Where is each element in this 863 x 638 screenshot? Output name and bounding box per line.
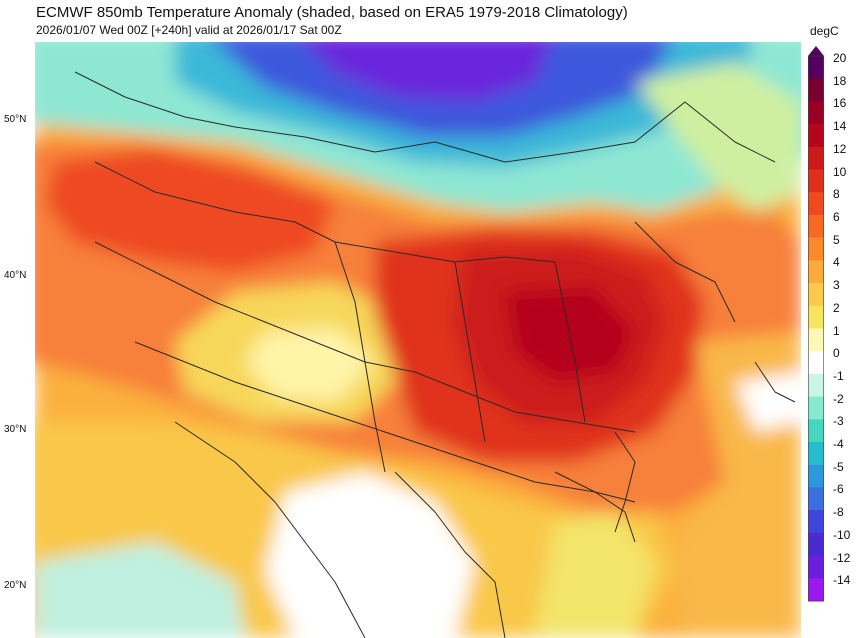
colorbar-tick-label: -3 [833, 414, 844, 429]
colorbar-swatch [808, 169, 824, 193]
colorbar-tick-label: 1 [833, 323, 840, 338]
colorbar-swatch [808, 396, 824, 420]
colorbar-tick-label: 10 [833, 164, 847, 179]
colorbar-tick-label: 12 [833, 141, 847, 156]
colorbar-swatch [808, 78, 824, 102]
colorbar-swatch [808, 555, 824, 579]
colorbar-swatch [808, 419, 824, 443]
colorbar-swatch [808, 283, 824, 307]
lat-label-20n: 20°N [4, 580, 27, 591]
colorbar-tick-label: 8 [833, 187, 840, 202]
colorbar-swatch [808, 56, 824, 80]
colorbar-swatch [808, 532, 824, 557]
colorbar-tick-label: 3 [833, 278, 840, 293]
colorbar-tick-label: 18 [833, 73, 847, 88]
colorbar-swatch [808, 464, 824, 488]
colorbar-swatch [808, 373, 824, 398]
map-title: ECMWF 850mb Temperature Anomaly (shaded,… [36, 4, 628, 21]
colorbar-svg [808, 46, 824, 602]
colorbar-tick-label: 20 [833, 51, 847, 65]
colorbar-tick-label: -4 [833, 437, 844, 452]
colorbar-tick-label: 6 [833, 209, 840, 224]
colorbar-swatch [808, 260, 824, 284]
colorbar-tick-label: -6 [833, 482, 844, 497]
map-subtitle: 2026/01/07 Wed 00Z [+240h] valid at 2026… [36, 23, 342, 37]
colorbar-tick-label: 16 [833, 96, 847, 111]
colorbar-swatch [808, 328, 824, 352]
colorbar-tick-label: -2 [833, 391, 844, 406]
colorbar-tick-label: 14 [833, 119, 847, 134]
anomaly-shading [35, 42, 801, 638]
colorbar-swatch [808, 305, 824, 329]
colorbar-swatch [808, 487, 824, 511]
colorbar-swatch [808, 237, 824, 261]
anomaly-map [35, 42, 801, 638]
anomaly-map-svg [35, 42, 801, 638]
colorbar-tick-label: -10 [833, 527, 851, 542]
colorbar-swatch [808, 442, 824, 466]
colorbar-border [808, 55, 824, 602]
border-lines [74, 71, 796, 638]
colorbar-swatch [808, 124, 824, 148]
colorbar-unit: degC [810, 24, 839, 38]
colorbar-swatch [808, 214, 824, 239]
colorbar-swatch [808, 510, 824, 534]
colorbar-swatch [808, 101, 824, 125]
colorbar-tick-label: -8 [833, 505, 844, 520]
colorbar-swatch [808, 146, 824, 171]
colorbar-tick-label: 5 [833, 232, 840, 247]
lat-label-30n: 30°N [4, 424, 27, 435]
colorbar-swatch [808, 578, 824, 602]
colorbar-swatch [808, 192, 824, 216]
colorbar-arrow-top [808, 46, 824, 56]
lat-label-50n: 50°N [4, 114, 27, 125]
colorbar-tick-label: -1 [833, 368, 844, 383]
colorbar-tick-label: -5 [833, 459, 844, 474]
colorbar-tick-label: 2 [833, 300, 840, 315]
lat-label-40n: 40°N [4, 270, 27, 281]
colorbar-tick-label: -12 [833, 550, 851, 565]
colorbar-tick-label: 4 [833, 255, 840, 270]
colorbar-tick-label: 0 [833, 346, 840, 361]
colorbar-swatch [808, 351, 824, 375]
colorbar-tick-label: -14 [833, 573, 851, 588]
colorbar [808, 46, 824, 606]
